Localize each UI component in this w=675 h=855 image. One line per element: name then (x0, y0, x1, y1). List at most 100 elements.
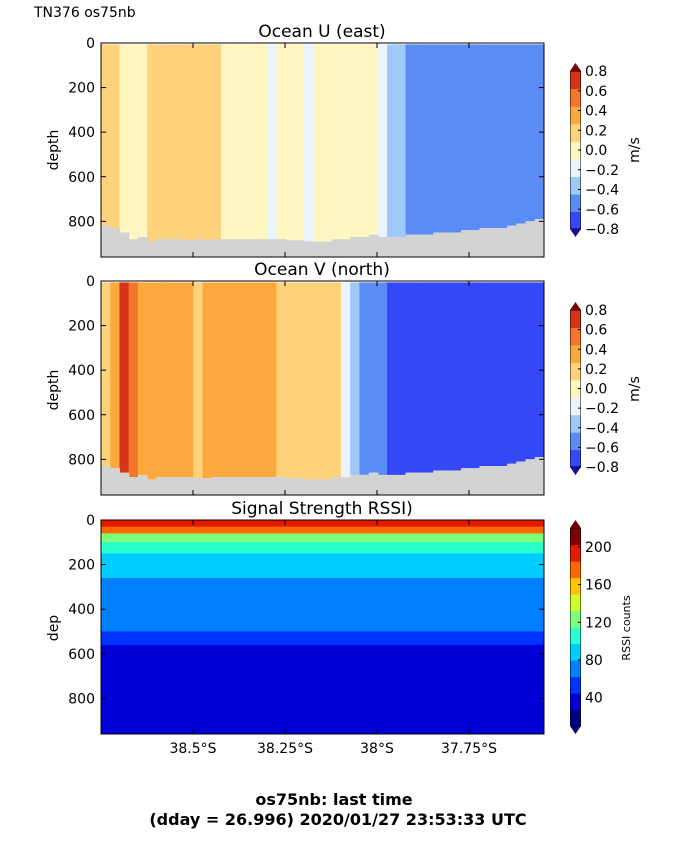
colorbar-tick-label: 0.6 (585, 323, 607, 339)
colorbar-tick-label: 0.8 (585, 303, 607, 319)
velocity-column (276, 282, 287, 478)
y-tick-label: 200 (68, 558, 95, 574)
panel-rssi-colorbar-min-arrow (570, 726, 581, 734)
seafloor-mask (220, 239, 231, 257)
colorbar-swatch (570, 106, 581, 125)
y-tick-label: 0 (86, 513, 95, 529)
velocity-column (470, 282, 480, 469)
velocity-column (211, 282, 222, 478)
seafloor-mask (525, 459, 536, 495)
seafloor-mask (156, 477, 167, 495)
seafloor-mask (350, 474, 361, 495)
velocity-column (137, 44, 148, 237)
seafloor-mask (442, 470, 453, 495)
seafloor-mask (340, 477, 351, 495)
colorbar-swatch (570, 193, 581, 213)
seafloor-mask (230, 239, 241, 257)
y-tick-label: 600 (68, 647, 95, 663)
velocity-column (239, 282, 250, 478)
seafloor-mask (331, 239, 342, 257)
colorbar-tick-label: 80 (585, 653, 603, 669)
velocity-column (101, 282, 111, 467)
colorbar-swatch (570, 676, 581, 694)
velocity-column (110, 44, 121, 229)
panel-v-yticks: 0 200 400 600 800 (68, 274, 544, 468)
colorbar-swatch (570, 449, 581, 467)
seafloor-mask (340, 239, 351, 257)
footer-line-1: os75nb: last time (255, 790, 412, 809)
panel-v-colorbar-min-arrow (570, 467, 581, 475)
colorbar-tick-label: 0.4 (585, 104, 607, 120)
velocity-column (119, 44, 130, 233)
velocity-column (313, 282, 324, 480)
seafloor-mask (276, 477, 287, 495)
velocity-column (193, 282, 204, 479)
seafloor-mask (248, 239, 259, 257)
colorbar-tick-label: 0.2 (585, 362, 607, 378)
velocity-column (313, 44, 324, 242)
colorbar-swatch (570, 693, 581, 711)
velocity-column (230, 44, 241, 240)
seafloor-mask (396, 474, 407, 495)
velocity-column (184, 44, 194, 241)
velocity-column (230, 282, 241, 478)
panel-u-xticks (192, 43, 470, 257)
velocity-column (304, 44, 314, 242)
velocity-column (424, 282, 434, 473)
seafloor-mask (119, 472, 130, 495)
colorbar-tick-label: −0.6 (585, 440, 619, 456)
velocity-column (405, 282, 416, 473)
seafloor-mask (156, 239, 167, 257)
seafloor-mask (414, 472, 425, 495)
seafloor-mask (322, 241, 333, 257)
panel-v-frame (100, 280, 545, 496)
seafloor-mask (147, 479, 157, 495)
velocity-column (387, 282, 397, 475)
velocity-column (488, 282, 499, 467)
y-tick-label: 800 (68, 452, 95, 468)
seafloor-mask (211, 239, 222, 257)
seafloor-mask (304, 241, 314, 257)
velocity-column (507, 282, 517, 464)
x-tick-label: 38.25°S (257, 741, 313, 757)
seafloor-mask (534, 457, 544, 495)
colorbar-tick-label: 0.8 (585, 64, 607, 80)
colorbar-tick-label: 40 (585, 691, 603, 707)
seafloor-mask (147, 241, 157, 257)
seafloor-mask (285, 240, 296, 257)
seafloor-mask (377, 474, 388, 495)
panel-rssi-xticks (192, 520, 470, 734)
panel-u-frame (100, 42, 545, 258)
colorbar-tick-label: 0.6 (585, 84, 607, 100)
seafloor-mask (525, 221, 536, 257)
seafloor-mask (534, 219, 544, 257)
seafloor-mask (479, 228, 490, 257)
colorbar-swatch (570, 610, 581, 628)
velocity-column (405, 44, 416, 235)
velocity-column (340, 282, 351, 478)
rssi-band (101, 709, 544, 734)
panel-rssi-colorbar-label: RSSI counts (620, 595, 633, 660)
panel-u-colorbar-ticks: 0.8 0.6 0.4 0.2 0.0 −0.2 −0.4 −0.6 −0.8 (578, 64, 619, 238)
panel-u-colorbar-label: m/s (627, 137, 643, 163)
velocity-column (350, 44, 361, 237)
colorbar-tick-label: 120 (585, 615, 612, 631)
seafloor-mask (470, 230, 480, 257)
velocity-column (525, 282, 536, 460)
y-tick-label: 600 (68, 408, 95, 424)
colorbar-swatch (570, 310, 581, 329)
colorbar-swatch (570, 544, 581, 562)
seafloor-mask (165, 477, 176, 495)
panel-rssi-yticks: 0 200 400 600 800 (68, 513, 544, 707)
colorbar-swatch (570, 327, 581, 346)
velocity-column (479, 282, 490, 467)
seafloor-mask (101, 466, 111, 495)
seafloor-mask (285, 478, 296, 495)
velocity-column (257, 44, 268, 240)
seafloor-mask (110, 228, 121, 257)
seafloor-mask (460, 468, 471, 495)
seafloor-mask (387, 474, 397, 495)
velocity-column (442, 282, 453, 471)
seafloor-mask (257, 239, 268, 257)
